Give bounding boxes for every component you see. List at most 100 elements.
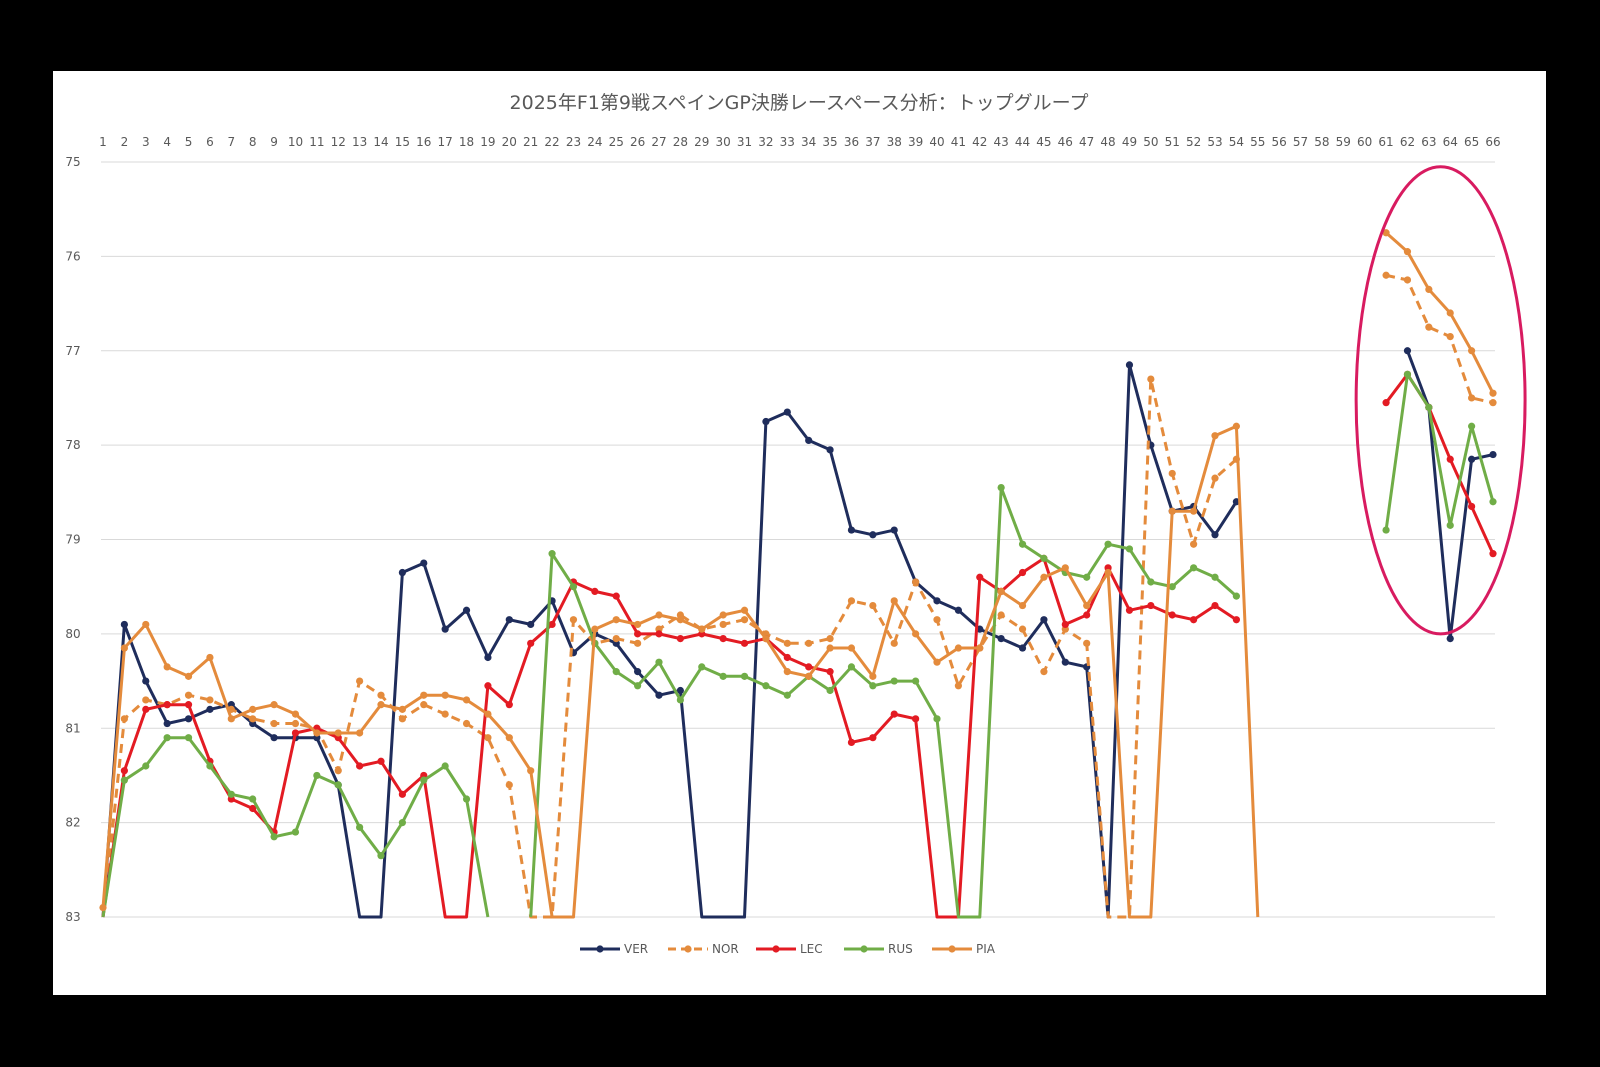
data-point	[120, 715, 128, 723]
data-point	[184, 701, 193, 709]
x-tick-label: 34	[801, 135, 816, 149]
legend-item-rus: RUS	[844, 942, 913, 956]
data-point	[484, 734, 492, 742]
data-point	[1468, 394, 1476, 402]
data-point	[912, 630, 920, 638]
data-point	[783, 668, 791, 676]
x-tick-label: 65	[1464, 135, 1479, 149]
data-point	[270, 833, 278, 841]
data-point	[1446, 309, 1454, 317]
data-point	[206, 653, 214, 662]
y-tick-label: 80	[65, 627, 80, 641]
data-point	[612, 616, 620, 624]
x-tick-label: 46	[1058, 135, 1073, 149]
data-point	[1018, 540, 1027, 548]
x-tick-label: 21	[523, 135, 538, 149]
data-point	[420, 701, 428, 709]
data-point	[1489, 550, 1497, 558]
data-point	[1190, 564, 1198, 572]
grid	[101, 161, 1495, 918]
data-point	[655, 630, 663, 638]
legend-item-lec: LEC	[756, 942, 823, 956]
data-point	[184, 734, 193, 742]
x-tick-label: 13	[352, 135, 367, 149]
data-point	[291, 710, 300, 718]
data-point	[484, 682, 492, 690]
data-point	[634, 620, 642, 629]
data-point	[420, 691, 428, 699]
data-point	[206, 696, 214, 704]
data-point	[762, 417, 770, 426]
data-point	[1018, 625, 1027, 633]
data-point	[612, 634, 620, 643]
x-tick-label: 6	[206, 135, 214, 149]
x-tick-label: 41	[951, 135, 966, 149]
series-nor	[101, 271, 1497, 919]
data-point	[120, 620, 128, 629]
data-point	[142, 762, 150, 770]
data-point	[847, 663, 856, 671]
data-point	[676, 616, 684, 624]
data-point	[1403, 248, 1412, 256]
data-point	[163, 719, 171, 728]
x-tick-label: 49	[1122, 135, 1137, 149]
x-tick-label: 60	[1357, 135, 1372, 149]
series-line	[101, 556, 1238, 919]
data-point	[1232, 616, 1240, 624]
data-point	[1125, 361, 1134, 369]
data-point	[569, 583, 578, 591]
data-point	[1147, 578, 1155, 586]
series-lec	[101, 370, 1497, 919]
data-point	[655, 691, 663, 699]
data-point	[441, 625, 449, 633]
data-point	[826, 686, 834, 695]
data-point	[890, 526, 898, 534]
data-point	[805, 639, 813, 647]
data-point	[954, 644, 962, 652]
data-point	[1018, 568, 1027, 577]
data-point	[184, 672, 193, 680]
data-point	[1382, 399, 1390, 407]
data-point	[334, 781, 342, 789]
series-line	[1385, 273, 1494, 405]
data-point	[1061, 620, 1069, 629]
data-point	[291, 729, 300, 737]
data-point	[377, 691, 385, 699]
data-point	[1125, 545, 1134, 553]
data-point	[1147, 601, 1155, 610]
legend-item-nor: NOR	[668, 942, 739, 956]
data-point	[505, 734, 513, 742]
data-point	[612, 668, 620, 676]
x-tick-label: 3	[142, 135, 150, 149]
data-point	[398, 819, 406, 827]
series-pia	[99, 229, 1497, 919]
data-point	[933, 597, 941, 605]
data-point	[441, 762, 449, 770]
x-tick-label: 26	[630, 135, 645, 149]
data-point	[826, 634, 834, 643]
data-point	[398, 715, 406, 723]
data-point	[591, 587, 599, 596]
x-tick-label: 62	[1400, 135, 1415, 149]
x-tick-label: 53	[1207, 135, 1222, 149]
series-line	[1385, 231, 1495, 394]
data-point	[1468, 422, 1476, 430]
data-point	[377, 852, 385, 860]
data-point	[890, 639, 898, 647]
data-point	[1040, 573, 1048, 581]
legend: VER NOR LEC RUS PIA	[580, 942, 996, 956]
x-tick-labels: 1 2 3 4 5 6 7 8 9 10 11 12 13 14 15 16 17 18 19 20 21 22 23 24 2…	[99, 135, 1500, 149]
x-tick-label: 39	[908, 135, 923, 149]
data-point	[227, 790, 235, 798]
data-point	[356, 677, 364, 685]
data-point	[698, 663, 706, 671]
x-tick-label: 4	[163, 135, 171, 149]
x-tick-label: 24	[587, 135, 602, 149]
data-point	[762, 634, 770, 643]
data-point	[249, 705, 257, 713]
data-point	[1211, 601, 1219, 610]
x-tick-label: 37	[865, 135, 880, 149]
data-point	[805, 672, 813, 680]
data-point	[676, 634, 684, 643]
series-line	[1384, 372, 1495, 555]
